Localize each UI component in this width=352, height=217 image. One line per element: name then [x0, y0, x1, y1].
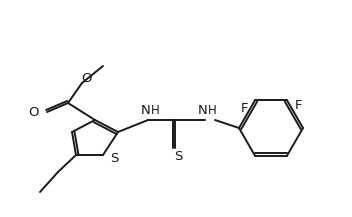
Text: S: S	[110, 151, 118, 164]
Text: S: S	[174, 150, 182, 163]
Text: N: N	[198, 105, 208, 117]
Text: F: F	[241, 102, 249, 115]
Text: O: O	[81, 72, 91, 85]
Text: H: H	[208, 105, 216, 117]
Text: H: H	[151, 105, 159, 117]
Text: F: F	[295, 99, 303, 112]
Text: N: N	[141, 105, 151, 117]
Text: O: O	[29, 107, 39, 120]
